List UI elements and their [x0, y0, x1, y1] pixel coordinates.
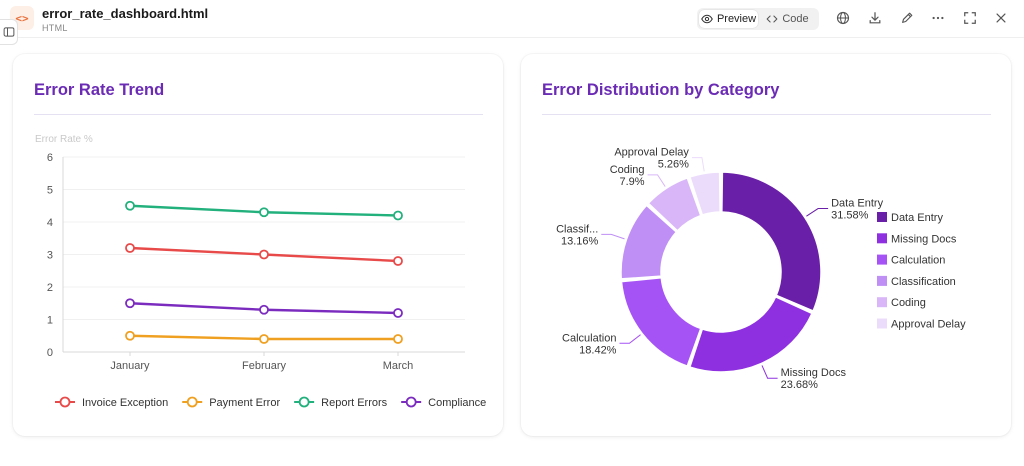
y-tick-label: 0 [47, 347, 53, 359]
code-tab[interactable]: Code [758, 10, 817, 28]
slice-value-label: 5.26% [658, 159, 689, 171]
artifact-header: <> error_rate_dashboard.html HTML Previe… [0, 0, 1024, 38]
data-point [125, 200, 135, 211]
data-point [125, 330, 135, 341]
data-point [125, 298, 135, 309]
legend-label-report-errors: Report Errors [321, 397, 388, 409]
pie-card-title: Error Distribution by Category [542, 81, 780, 99]
leader-line [601, 233, 625, 240]
legend-marker [405, 396, 417, 408]
error-rate-trend-chart: Error Rate % 0 1 2 3 4 5 6 January February March I… [35, 134, 486, 409]
pie-slice-missing-docs [689, 296, 813, 373]
leader-line [647, 174, 666, 187]
data-point [393, 308, 403, 318]
data-point [393, 256, 403, 266]
data-point [259, 304, 269, 315]
expand-icon[interactable] [962, 10, 978, 26]
legend-swatch [877, 275, 887, 286]
slice-label: Missing Docs [781, 367, 847, 379]
preview-tab[interactable]: Preview [699, 10, 758, 28]
pie-card-divider [542, 114, 991, 115]
error-distribution-card: Error Distribution by Category Data Entr… [521, 54, 1011, 436]
leader-line [806, 208, 829, 217]
legend-marker [59, 396, 71, 408]
eye-icon [701, 14, 713, 24]
y-tick-label: 6 [47, 152, 53, 164]
legend-marker [298, 396, 310, 408]
legend-swatch [877, 318, 887, 329]
legend-marker [186, 396, 198, 408]
line-card-title: Error Rate Trend [34, 81, 165, 99]
data-point [259, 334, 269, 344]
slice-value-label: 18.42% [579, 344, 617, 356]
code-icon [766, 15, 778, 23]
legend-label-calculation: Calculation [891, 255, 945, 267]
legend-label-approval-delay: Approval Delay [891, 319, 966, 331]
slice-label: Calculation [562, 332, 616, 344]
y-tick-label: 4 [47, 217, 53, 229]
data-point [259, 249, 269, 260]
line-card-divider [34, 114, 483, 115]
y-axis-label: Error Rate % [35, 134, 93, 145]
x-tick-label: January [110, 360, 150, 372]
y-tick-label: 3 [47, 250, 53, 262]
slice-label: Classif... [556, 223, 598, 235]
legend-label-payment-error: Payment Error [209, 397, 280, 409]
leader-line [691, 157, 705, 172]
legend-label-invoice-exception: Invoice Exception [82, 397, 168, 409]
more-icon[interactable] [930, 10, 946, 26]
y-tick-label: 5 [47, 185, 53, 197]
legend-swatch [877, 297, 887, 308]
slice-value-label: 7.9% [619, 176, 644, 188]
legend-swatch [877, 233, 887, 244]
globe-icon[interactable] [835, 10, 851, 26]
leader-line [761, 365, 778, 379]
legend-swatch [877, 212, 887, 222]
legend-label-data-entry: Data Entry [891, 212, 943, 224]
slice-value-label: 31.58% [831, 210, 869, 222]
error-rate-trend-card: Error Rate Trend Error Rate % 0 1 2 3 4 5 6 Janu… [13, 54, 503, 436]
slice-value-label: 23.68% [781, 379, 819, 391]
preview-label: Preview [716, 13, 757, 25]
slice-label: Data Entry [831, 198, 883, 210]
file-name: error_rate_dashboard.html [42, 6, 209, 21]
legend-swatch [877, 254, 887, 265]
view-toggle: Preview Code [697, 8, 819, 30]
legend-label-coding: Coding [891, 297, 926, 309]
panel-toggle-button[interactable] [0, 19, 18, 45]
file-type: HTML [42, 23, 68, 33]
close-icon[interactable] [993, 10, 1009, 26]
pencil-icon[interactable] [899, 10, 915, 26]
slice-label: Approval Delay [614, 147, 689, 159]
pie-slice-data-entry [721, 171, 822, 312]
data-point [393, 210, 403, 221]
pie-slice-coding [647, 177, 702, 232]
y-tick-label: 2 [47, 282, 53, 294]
data-point [125, 243, 135, 253]
legend-label-compliance: Compliance [428, 397, 486, 409]
legend-label-classification: Classification [891, 276, 956, 288]
panel-toggle-icon [3, 27, 14, 37]
code-label: Code [782, 13, 809, 25]
legend-label-missing-docs: Missing Docs [891, 233, 957, 245]
pie-slice-classification [620, 204, 678, 280]
x-tick-label: February [242, 360, 287, 372]
pie-slice-calculation [620, 277, 702, 367]
data-point [393, 334, 403, 344]
data-point [259, 207, 269, 218]
x-tick-label: March [383, 360, 414, 372]
slice-value-label: 13.16% [561, 235, 599, 247]
y-tick-label: 1 [47, 315, 53, 327]
download-icon[interactable] [867, 10, 883, 26]
pie-slice-approval-delay [689, 171, 721, 216]
leader-line [619, 334, 641, 344]
slice-label: Coding [610, 164, 645, 176]
